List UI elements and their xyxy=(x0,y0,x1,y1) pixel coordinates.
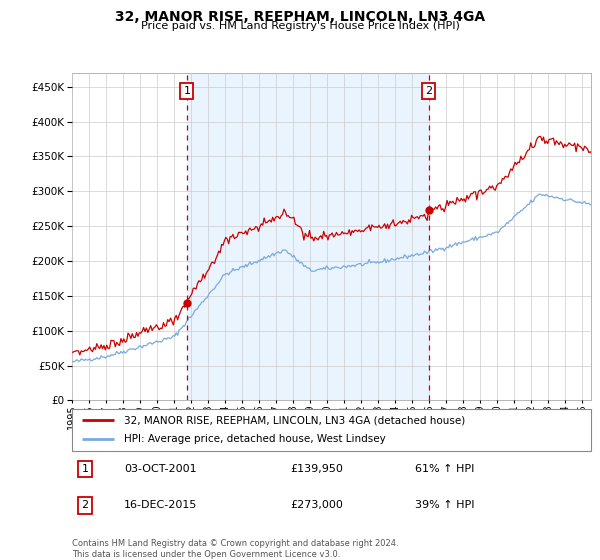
Text: £139,950: £139,950 xyxy=(290,464,343,474)
Text: 39% ↑ HPI: 39% ↑ HPI xyxy=(415,501,474,510)
Text: 2: 2 xyxy=(82,501,89,510)
Text: HPI: Average price, detached house, West Lindsey: HPI: Average price, detached house, West… xyxy=(124,435,386,445)
Text: Price paid vs. HM Land Registry's House Price Index (HPI): Price paid vs. HM Land Registry's House … xyxy=(140,21,460,31)
Text: 61% ↑ HPI: 61% ↑ HPI xyxy=(415,464,474,474)
Text: 32, MANOR RISE, REEPHAM, LINCOLN, LN3 4GA (detached house): 32, MANOR RISE, REEPHAM, LINCOLN, LN3 4G… xyxy=(124,415,465,425)
Text: This data is licensed under the Open Government Licence v3.0.: This data is licensed under the Open Gov… xyxy=(72,550,340,559)
Text: 32, MANOR RISE, REEPHAM, LINCOLN, LN3 4GA: 32, MANOR RISE, REEPHAM, LINCOLN, LN3 4G… xyxy=(115,10,485,24)
Bar xyxy=(187,73,428,400)
Text: £273,000: £273,000 xyxy=(290,501,343,510)
FancyBboxPatch shape xyxy=(72,409,591,451)
Text: Contains HM Land Registry data © Crown copyright and database right 2024.: Contains HM Land Registry data © Crown c… xyxy=(72,539,398,548)
Text: 1: 1 xyxy=(82,464,88,474)
Text: 1: 1 xyxy=(184,86,190,96)
Text: 03-OCT-2001: 03-OCT-2001 xyxy=(124,464,197,474)
Text: 16-DEC-2015: 16-DEC-2015 xyxy=(124,501,197,510)
Text: 2: 2 xyxy=(425,86,432,96)
